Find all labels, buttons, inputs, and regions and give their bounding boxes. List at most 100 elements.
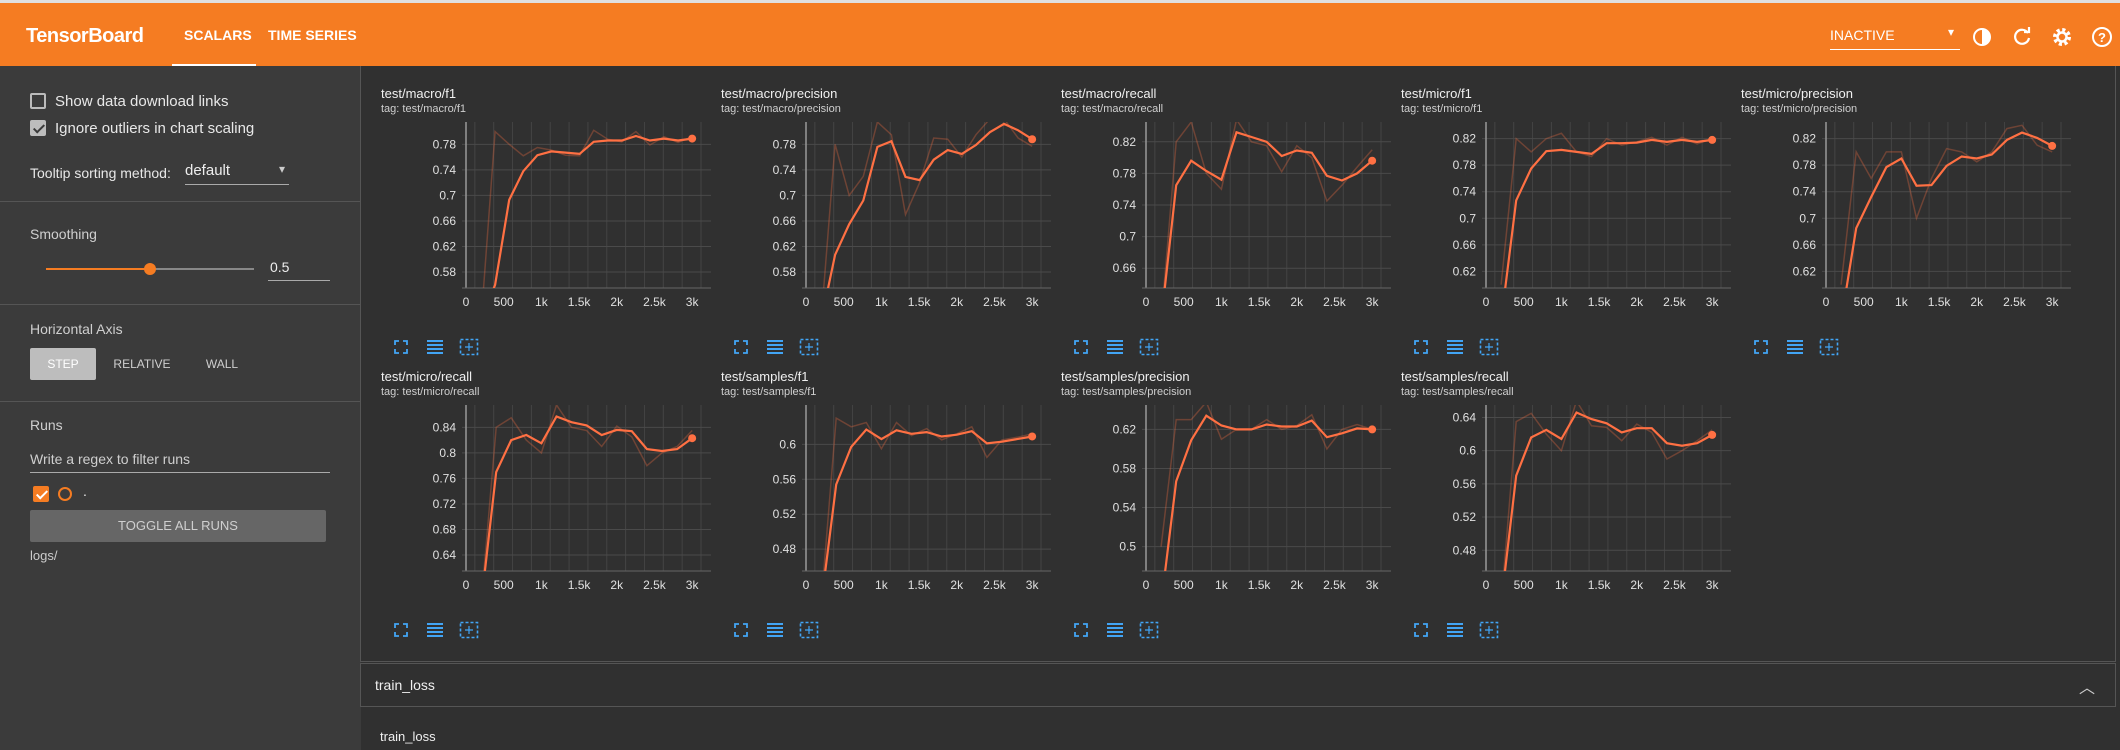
fullscreen-icon[interactable] xyxy=(731,621,751,641)
fit-domain-icon[interactable] xyxy=(459,621,479,641)
data-table-icon[interactable] xyxy=(425,338,445,358)
chevron-down-icon: ▾ xyxy=(278,162,285,176)
y-tick-label: 0.62 xyxy=(1453,264,1477,278)
chart-card: test/micro/precision tag: test/micro/prec… xyxy=(1741,86,2071,366)
show-download-checkbox[interactable] xyxy=(30,93,46,109)
x-tick-label: 0 xyxy=(1483,295,1490,309)
chart-plot[interactable]: 0.78 0.74 0.7 0.66 0.62 0.58 0 500 1k 1.5k 2k 2.5k 3… xyxy=(381,116,711,316)
last-point-marker xyxy=(1708,430,1717,439)
tab-time-series[interactable]: TIME SERIES xyxy=(268,27,357,43)
fit-domain-icon[interactable] xyxy=(1139,338,1159,358)
fit-domain-icon[interactable] xyxy=(1479,338,1499,358)
chart-plot[interactable]: 0.84 0.8 0.76 0.72 0.68 0.64 0 500 1k 1.5k 2k 2.5k 3… xyxy=(381,399,711,599)
y-tick-label: 0.7 xyxy=(1459,211,1476,225)
y-tick-label: 0.66 xyxy=(1793,238,1817,252)
status-select[interactable]: INACTIVE ▾ xyxy=(1830,25,1960,50)
fit-domain-icon[interactable] xyxy=(1479,621,1499,641)
last-point-marker xyxy=(688,434,697,443)
x-tick-label: 1k xyxy=(875,578,889,592)
x-tick-label: 1k xyxy=(1215,578,1229,592)
chart-plot[interactable]: 0.78 0.74 0.7 0.66 0.62 0.58 0 500 1k 1.5k 2k 2.5k 3… xyxy=(721,116,1051,316)
data-table-icon[interactable] xyxy=(1105,621,1125,641)
help-icon[interactable]: ? xyxy=(2090,25,2114,49)
chart-tag: tag: test/macro/recall xyxy=(1061,103,1163,115)
fullscreen-icon[interactable] xyxy=(731,338,751,358)
chevron-up-icon[interactable]: ︿ xyxy=(2078,680,2095,697)
data-table-icon[interactable] xyxy=(1105,338,1125,358)
chart-plot[interactable]: 0.82 0.78 0.74 0.7 0.66 0 500 1k 1.5k 2k 2.5k 3k xyxy=(1061,116,1391,316)
theme-toggle-icon[interactable] xyxy=(1970,25,1994,49)
chart-tag: tag: test/micro/recall xyxy=(381,386,479,398)
fit-domain-icon[interactable] xyxy=(459,338,479,358)
toggle-all-runs-button[interactable]: TOGGLE ALL RUNS xyxy=(30,510,326,542)
tooltip-sort-select[interactable]: default ▾ xyxy=(185,160,289,185)
y-tick-label: 0.62 xyxy=(773,240,797,254)
x-tick-label: 500 xyxy=(834,578,854,592)
data-table-icon[interactable] xyxy=(765,338,785,358)
main-panel xyxy=(361,66,2120,750)
smoothing-input[interactable]: 0.5 xyxy=(268,256,330,281)
fit-domain-icon[interactable] xyxy=(799,338,819,358)
fit-domain-icon[interactable] xyxy=(1139,621,1159,641)
active-tab-indicator xyxy=(172,64,256,67)
fullscreen-icon[interactable] xyxy=(1751,338,1771,358)
section-train-loss-header[interactable]: train_loss ︿ xyxy=(360,663,2116,707)
data-table-icon[interactable] xyxy=(1785,338,1805,358)
runs-filter-input[interactable]: Write a regex to filter runs xyxy=(30,448,330,473)
chart-title: test/micro/precision xyxy=(1741,86,1853,101)
data-table-icon[interactable] xyxy=(1445,338,1465,358)
fullscreen-icon[interactable] xyxy=(391,338,411,358)
smoothed-series-line xyxy=(826,122,1033,288)
y-tick-label: 0.6 xyxy=(1459,444,1476,458)
fullscreen-icon[interactable] xyxy=(391,621,411,641)
chart-plot[interactable]: 0.82 0.78 0.74 0.7 0.66 0.62 0 500 1k 1.5k 2k 2.5k 3… xyxy=(1741,116,2071,316)
x-tick-label: 500 xyxy=(494,295,514,309)
axis-wall-button[interactable]: WALL xyxy=(205,357,239,371)
gear-icon[interactable] xyxy=(2050,25,2074,49)
data-table-icon[interactable] xyxy=(765,621,785,641)
x-tick-label: 2k xyxy=(1970,295,1984,309)
data-table-icon[interactable] xyxy=(425,621,445,641)
tab-scalars[interactable]: SCALARS xyxy=(184,27,252,43)
chart-plot[interactable]: 0.6 0.56 0.52 0.48 0 500 1k 1.5k 2k 2.5k 3k xyxy=(721,399,1051,599)
axis-step-button[interactable]: STEP xyxy=(30,348,96,380)
ignore-outliers-checkbox[interactable] xyxy=(30,120,46,136)
show-download-label: Show data download links xyxy=(55,93,229,110)
x-tick-label: 2k xyxy=(950,295,964,309)
x-tick-label: 1.5k xyxy=(908,295,932,309)
chart-plot[interactable]: 0.82 0.78 0.74 0.7 0.66 0.62 0 500 1k 1.5k 2k 2.5k 3… xyxy=(1401,116,1731,316)
fullscreen-icon[interactable] xyxy=(1071,621,1091,641)
chart-actions xyxy=(391,621,491,641)
smoothed-series-line xyxy=(824,428,1033,571)
chart-tag: tag: test/samples/precision xyxy=(1061,386,1191,398)
run-checkbox[interactable] xyxy=(33,486,49,502)
x-tick-label: 2.5k xyxy=(1323,578,1347,592)
fullscreen-icon[interactable] xyxy=(1411,621,1431,641)
chart-plot[interactable]: 0.62 0.58 0.54 0.5 0 500 1k 1.5k 2k 2.5k 3k xyxy=(1061,399,1391,599)
x-tick-label: 2.5k xyxy=(1663,295,1687,309)
chart-tag: tag: test/macro/precision xyxy=(721,103,841,115)
x-tick-label: 2k xyxy=(1290,578,1304,592)
fit-domain-icon[interactable] xyxy=(799,621,819,641)
fullscreen-icon[interactable] xyxy=(1411,338,1431,358)
chart-card: test/macro/precision tag: test/macro/prec… xyxy=(721,86,1051,366)
logdir-label: logs/ xyxy=(30,548,58,563)
smoothing-slider-thumb[interactable] xyxy=(144,263,156,275)
refresh-icon[interactable] xyxy=(2010,25,2034,49)
fullscreen-icon[interactable] xyxy=(1071,338,1091,358)
chart-title: test/samples/f1 xyxy=(721,369,809,384)
fit-domain-icon[interactable] xyxy=(1819,338,1839,358)
chart-plot[interactable]: 0.64 0.6 0.56 0.52 0.48 0 500 1k 1.5k 2k 2.5k 3k xyxy=(1401,399,1731,599)
data-table-icon[interactable] xyxy=(1445,621,1465,641)
y-tick-label: 0.48 xyxy=(1453,543,1477,557)
x-tick-label: 0 xyxy=(463,578,470,592)
x-tick-label: 1.5k xyxy=(908,578,932,592)
browser-top-strip xyxy=(0,0,2120,3)
smoothing-slider-track[interactable] xyxy=(46,263,254,275)
x-tick-label: 500 xyxy=(1514,295,1534,309)
x-tick-label: 1k xyxy=(1555,295,1569,309)
axis-relative-button[interactable]: RELATIVE xyxy=(113,357,171,371)
chart-tag-label: tag: xyxy=(1401,103,1420,115)
run-color-indicator[interactable] xyxy=(58,487,72,501)
y-tick-label: 0.62 xyxy=(1793,264,1817,278)
